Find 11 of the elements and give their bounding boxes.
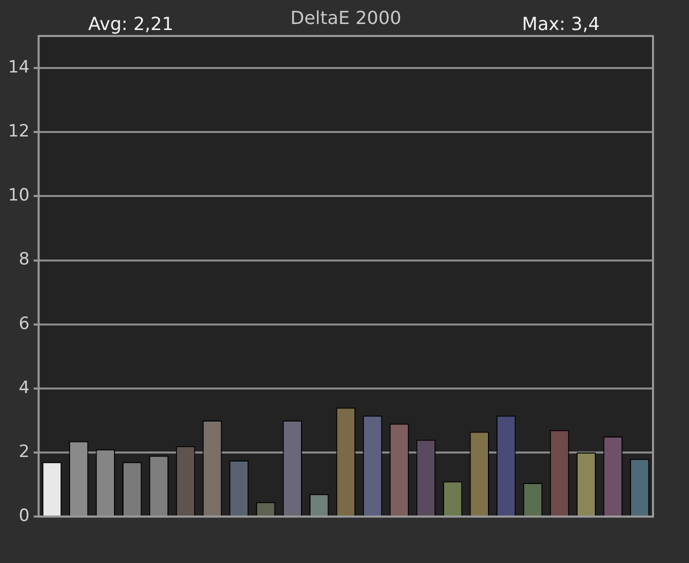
chart-title: DeltaE 2000	[290, 8, 402, 29]
y-tick-label: 6	[18, 314, 30, 334]
y-tick-label: 0	[18, 506, 30, 526]
y-tick-label: 10	[8, 186, 30, 206]
y-tick-label: 12	[8, 122, 30, 142]
y-tick-label: 2	[18, 442, 30, 462]
y-tick-label: 8	[18, 250, 30, 270]
text: Avg: 2,21	[88, 14, 174, 35]
text: Max: 3,4	[522, 14, 600, 35]
y-tick-label: 4	[18, 378, 30, 398]
y-tick-label: 14	[8, 57, 30, 78]
